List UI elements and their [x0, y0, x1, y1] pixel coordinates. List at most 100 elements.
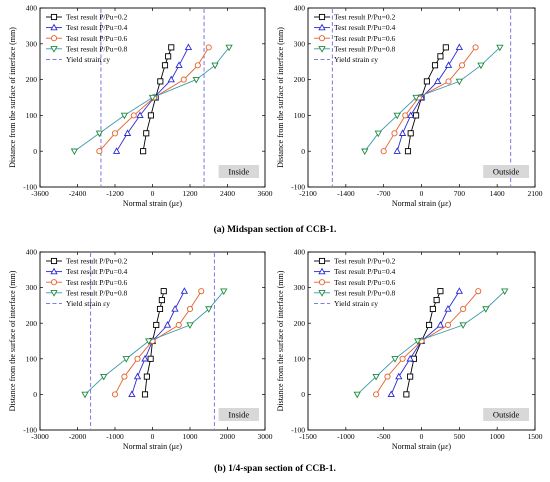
data-point — [158, 297, 165, 304]
data-point — [147, 355, 154, 362]
legend-marker — [318, 23, 326, 31]
data-point — [171, 305, 179, 312]
legend-label: Test result P/Pu=0.2 — [334, 13, 396, 22]
legend-label: Test result P/Pu=0.2 — [66, 13, 128, 22]
x-tick-label: -1000 — [337, 432, 355, 441]
y-tick-label: 100 — [294, 111, 306, 120]
y-tick-label: 400 — [26, 248, 38, 257]
x-tick-label: 1200 — [183, 189, 198, 198]
data-point — [143, 373, 150, 380]
data-point — [186, 322, 194, 329]
data-point — [380, 148, 387, 155]
x-tick-label: 0 — [420, 432, 424, 441]
y-axis-label: Distance from the surface of interface (… — [8, 270, 17, 411]
data-point — [141, 391, 149, 398]
data-point — [431, 62, 439, 69]
y-tick-label: 300 — [26, 39, 38, 48]
x-tick-label: -2000 — [69, 432, 87, 441]
legend-marker — [318, 13, 326, 21]
data-point — [434, 77, 442, 85]
data-point — [128, 390, 136, 398]
series-3 — [380, 44, 479, 155]
legend-label: Test result P/Pu=0.6 — [66, 34, 128, 43]
data-point — [95, 130, 104, 138]
panel-tag-box — [218, 165, 259, 178]
x-tick-label: -1000 — [106, 432, 124, 441]
x-axis-label: Normal strain (με) — [123, 442, 183, 451]
legend-label: Test result P/Pu=0.4 — [66, 267, 128, 276]
y-tick-label: 300 — [294, 283, 306, 292]
legend-marker — [50, 267, 58, 275]
x-axis-label: Normal strain (με) — [392, 199, 452, 208]
data-point — [123, 129, 132, 136]
data-point — [220, 288, 228, 296]
legend-marker — [50, 257, 58, 265]
y-tick-label: 400 — [26, 4, 38, 13]
x-tick-label: 1400 — [490, 189, 505, 198]
x-tick-label: 2100 — [528, 189, 543, 198]
data-point — [156, 305, 164, 313]
data-point — [407, 373, 414, 380]
data-point — [130, 112, 137, 119]
series-4 — [70, 44, 233, 156]
legend-label: Test result P/Pu=0.2 — [66, 257, 128, 266]
legend-label: Test result P/Pu=0.8 — [66, 288, 128, 297]
series-3 — [373, 288, 482, 398]
x-tick-label: -1400 — [337, 189, 355, 198]
data-point — [391, 356, 399, 363]
data-point — [147, 112, 154, 119]
data-point — [455, 43, 463, 51]
legend-label: Yield strain εy — [66, 299, 110, 308]
data-point — [387, 390, 395, 398]
legend-label: Yield strain εy — [334, 55, 378, 64]
data-point — [157, 78, 164, 85]
chart-panel-2: -2100 -1400 -700 0 700 1400 2100 -100 0 100 200 300… — [276, 4, 543, 208]
legend-marker — [50, 290, 58, 297]
data-point — [399, 355, 406, 362]
x-tick-label: -700 — [377, 189, 391, 198]
data-point — [413, 112, 420, 119]
series-4 — [81, 288, 228, 399]
legend-label: Test result P/Pu=0.4 — [334, 267, 396, 276]
data-point — [143, 130, 150, 137]
x-tick-label: -3600 — [31, 189, 49, 198]
data-point — [205, 44, 212, 51]
data-point — [133, 372, 142, 380]
data-point — [192, 76, 200, 84]
data-point — [384, 373, 391, 380]
data-point — [153, 321, 160, 329]
data-point — [148, 94, 157, 102]
data-point — [472, 44, 479, 51]
data-point — [393, 147, 401, 154]
data-point — [458, 62, 466, 69]
data-point — [112, 147, 121, 154]
panel-tag-box — [218, 408, 259, 421]
series-4 — [361, 44, 504, 156]
legend-marker — [50, 46, 58, 53]
data-point — [393, 112, 401, 120]
data-point — [406, 354, 414, 362]
chart-panels: -3600 -2400 -1200 0 1200 2400 3600-10001002003… — [8, 4, 543, 451]
legend-marker — [318, 35, 326, 42]
series-1 — [141, 288, 167, 398]
series-1 — [404, 44, 449, 155]
data-point — [198, 288, 205, 295]
series-4 — [353, 288, 509, 399]
data-point — [184, 43, 193, 51]
x-tick-label: 3000 — [258, 432, 273, 441]
y-tick-label: 0 — [301, 390, 305, 399]
data-point — [145, 338, 153, 345]
data-point — [140, 148, 147, 155]
series-2 — [128, 287, 189, 398]
legend-label: Test result P/Pu=0.4 — [334, 23, 396, 32]
data-point — [167, 75, 175, 83]
legend-label: Yield strain εy — [66, 55, 110, 64]
data-point — [136, 111, 144, 119]
y-tick-label: 200 — [26, 319, 38, 328]
data-point — [455, 287, 463, 294]
chart-panel-1: -3600 -2400 -1200 0 1200 2400 3600 -100 0 100 200 3… — [8, 4, 273, 208]
x-tick-label: -2100 — [299, 189, 317, 198]
